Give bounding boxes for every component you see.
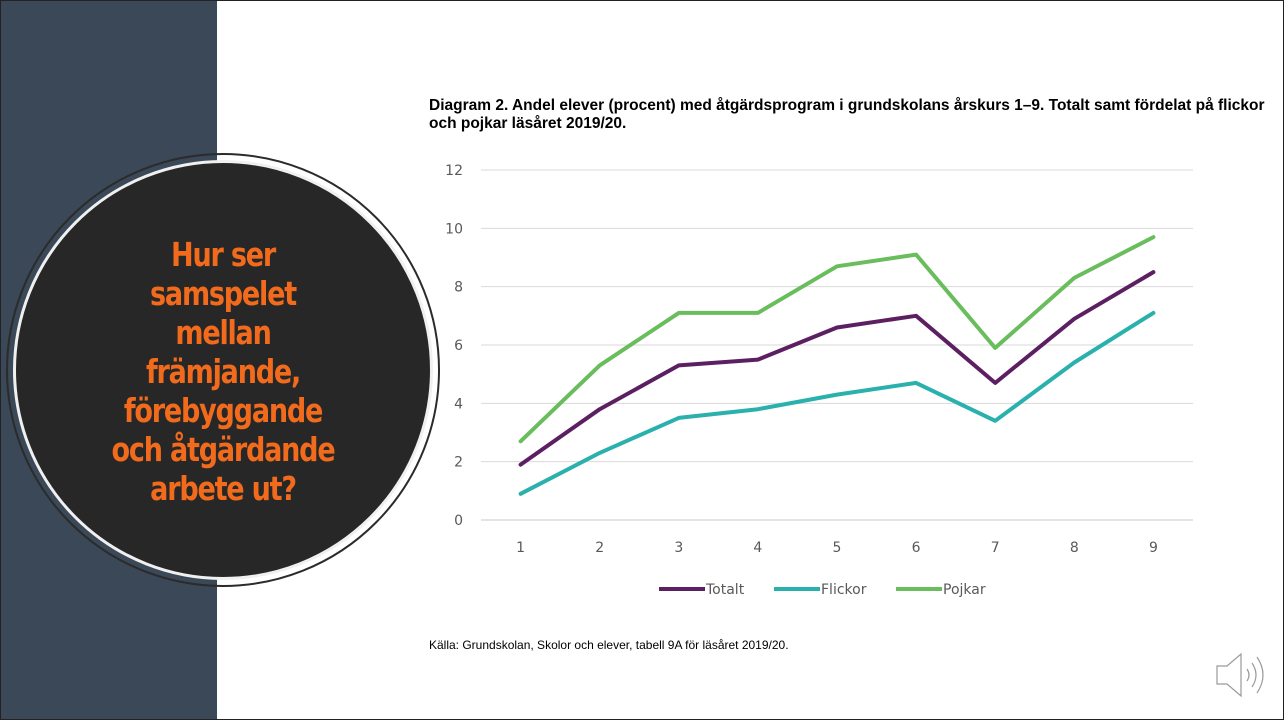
x-tick-label: 2 bbox=[595, 540, 604, 556]
question-circle bbox=[13, 160, 433, 580]
y-tick-label: 0 bbox=[454, 513, 463, 529]
x-tick-label: 5 bbox=[833, 540, 842, 556]
x-tick-label: 4 bbox=[753, 540, 762, 556]
x-tick-label: 1 bbox=[516, 540, 525, 556]
y-tick-labels: 0 2 4 6 8 10 12 bbox=[445, 163, 463, 529]
x-tick-labels: 1 2 3 4 5 6 7 8 9 bbox=[516, 540, 1158, 556]
series-line-pojkar bbox=[518, 235, 1156, 444]
y-tick-label: 10 bbox=[445, 221, 463, 237]
series-lines bbox=[518, 235, 1156, 496]
legend-label: Pojkar bbox=[943, 582, 986, 598]
x-tick-label: 3 bbox=[674, 540, 683, 556]
legend-label: Totalt bbox=[705, 582, 745, 598]
series-line-totalt bbox=[518, 270, 1156, 467]
y-tick-label: 4 bbox=[454, 396, 463, 412]
series-line-flickor bbox=[518, 310, 1156, 496]
legend: Totalt Flickor Pojkar bbox=[659, 582, 986, 598]
question-text: Hur ser samspelet mellan främjande, före… bbox=[111, 234, 336, 508]
x-tick-label: 7 bbox=[991, 540, 1000, 556]
y-tick-label: 6 bbox=[454, 338, 463, 354]
y-tick-label: 8 bbox=[454, 280, 463, 296]
y-tick-label: 12 bbox=[445, 163, 463, 179]
x-tick-label: 8 bbox=[1070, 540, 1079, 556]
chart-title: Diagram 2. Andel elever (procent) med åt… bbox=[429, 97, 1265, 132]
x-tick-label: 9 bbox=[1149, 540, 1158, 556]
legend-label: Flickor bbox=[821, 582, 867, 598]
x-tick-label: 6 bbox=[912, 540, 921, 556]
speaker-icon[interactable] bbox=[1213, 649, 1273, 701]
gridlines bbox=[481, 169, 1193, 521]
source-note: Källa: Grundskolan, Skolor och elever, t… bbox=[429, 638, 789, 652]
y-tick-label: 2 bbox=[454, 455, 463, 471]
circle-outline bbox=[6, 153, 440, 587]
